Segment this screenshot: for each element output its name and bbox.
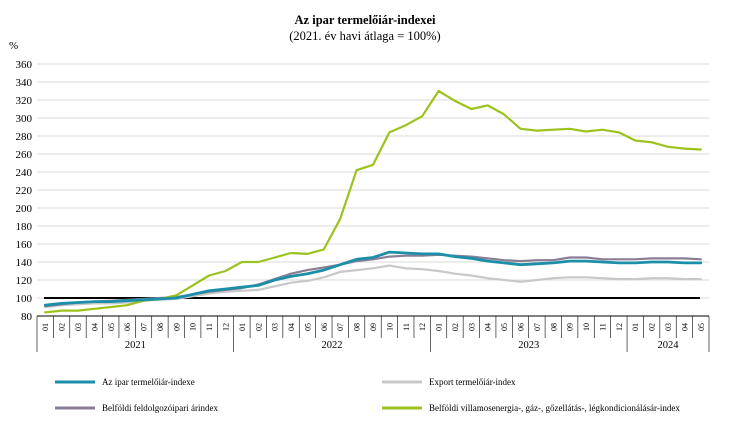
y-tick-label: 120 [16, 275, 33, 287]
x-month-label: 09 [172, 323, 181, 331]
y-tick-label: 140 [16, 257, 33, 269]
y-axis-ticks: 80 100 120 140 160 180 200 220 240 260 280 300 320 34… [16, 59, 33, 323]
y-tick-label: 80 [21, 311, 33, 323]
x-month-label: 01 [631, 323, 640, 331]
x-month-label: 09 [369, 323, 378, 331]
x-month-label: 04 [484, 323, 493, 331]
legend-label-export: Export termelőiár-index [429, 377, 516, 387]
x-month-label: 05 [303, 323, 312, 331]
x-month-label: 11 [402, 323, 411, 331]
y-tick-label: 180 [16, 221, 33, 233]
x-year-label: 2023 [518, 340, 539, 351]
y-axis-unit-label: % [9, 40, 18, 52]
x-month-label: 11 [599, 323, 608, 331]
x-month-label: 03 [74, 323, 83, 331]
chart-title: Az ipar termelőiár-indexei [295, 13, 436, 27]
x-month-label: 02 [58, 323, 67, 331]
x-month-label: 12 [222, 323, 231, 331]
x-month-label: 04 [680, 323, 689, 331]
chart-subtitle: (2021. év havi átlaga = 100%) [289, 29, 440, 43]
x-month-label: 02 [254, 323, 263, 331]
series-line-ipar [43, 250, 703, 307]
x-month-label: 07 [140, 323, 149, 331]
x-year-label: 2024 [658, 340, 680, 351]
x-month-label: 02 [451, 323, 460, 331]
x-month-label: 08 [549, 323, 558, 331]
x-month-label: 12 [615, 323, 624, 331]
x-month-label: 09 [566, 323, 575, 331]
x-month-label: 11 [205, 323, 214, 331]
x-month-label: 12 [418, 323, 427, 331]
y-tick-label: 160 [16, 239, 33, 251]
x-month-label: 05 [500, 323, 509, 331]
x-year-label: 2022 [322, 340, 343, 351]
y-tick-label: 300 [16, 113, 33, 125]
legend-label-villamos: Belföldi villamosenergia-, gáz-, gőzellá… [429, 403, 680, 413]
legend: Az ipar termelőiár-indexe Export termelői… [55, 377, 680, 413]
y-tick-label: 220 [16, 185, 33, 197]
y-tick-label: 240 [16, 167, 33, 179]
y-tick-label: 200 [16, 203, 33, 215]
y-tick-label: 280 [16, 131, 33, 143]
x-month-label: 03 [664, 323, 673, 331]
x-month-label: 06 [320, 323, 329, 331]
x-month-label: 02 [648, 323, 657, 331]
legend-label-ipar: Az ipar termelőiár-indexe [102, 377, 195, 387]
x-month-label: 05 [107, 323, 116, 331]
x-month-label: 01 [41, 323, 50, 331]
x-month-label: 03 [271, 323, 280, 331]
x-month-label: 10 [582, 323, 591, 331]
x-month-label: 08 [353, 323, 362, 331]
x-month-label: 10 [189, 323, 198, 331]
x-axis: 01 02 03 04 05 06 07 08 09 10 11 12 01 02 03 04 05 06 07 08… [36, 315, 710, 352]
y-tick-label: 360 [16, 59, 33, 71]
y-tick-label: 260 [16, 149, 33, 161]
x-month-label: 06 [517, 323, 526, 331]
x-month-label: 07 [533, 323, 542, 331]
x-month-label: 01 [435, 323, 444, 331]
x-month-label: 03 [467, 323, 476, 331]
legend-label-feldolgozo: Belföldi feldolgozóipari árindex [102, 403, 218, 413]
y-tick-label: 100 [16, 293, 33, 305]
x-month-label: 10 [385, 323, 394, 331]
y-tick-label: 320 [16, 95, 33, 107]
x-month-label: 06 [123, 323, 132, 331]
x-month-label: 04 [287, 323, 296, 331]
x-month-label: 04 [90, 323, 99, 331]
x-month-label: 07 [336, 323, 345, 331]
grid-lines [37, 63, 709, 317]
y-tick-label: 340 [16, 77, 33, 89]
x-month-label: 01 [238, 323, 247, 331]
x-month-label: 08 [156, 323, 165, 331]
x-year-label: 2021 [125, 340, 146, 351]
x-month-label: 05 [697, 323, 706, 331]
series-lines [43, 89, 703, 314]
